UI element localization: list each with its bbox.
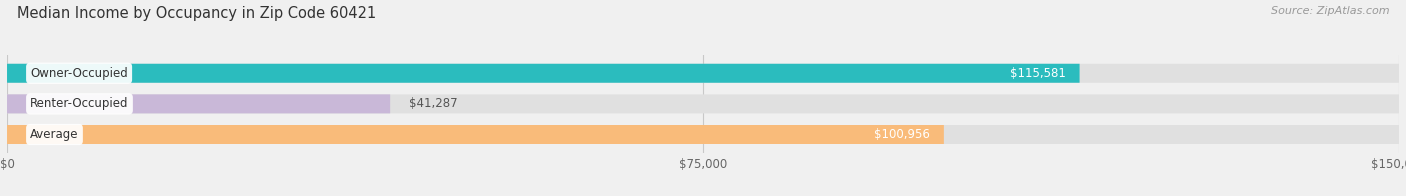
FancyBboxPatch shape	[7, 94, 1399, 113]
Text: $41,287: $41,287	[409, 97, 457, 110]
FancyBboxPatch shape	[7, 94, 389, 113]
Text: Median Income by Occupancy in Zip Code 60421: Median Income by Occupancy in Zip Code 6…	[17, 6, 377, 21]
Text: Renter-Occupied: Renter-Occupied	[31, 97, 129, 110]
FancyBboxPatch shape	[7, 64, 1399, 83]
FancyBboxPatch shape	[7, 125, 943, 144]
FancyBboxPatch shape	[7, 125, 1399, 144]
Text: Owner-Occupied: Owner-Occupied	[31, 67, 128, 80]
Text: $100,956: $100,956	[875, 128, 929, 141]
Text: $115,581: $115,581	[1010, 67, 1066, 80]
FancyBboxPatch shape	[7, 64, 1080, 83]
Text: Source: ZipAtlas.com: Source: ZipAtlas.com	[1271, 6, 1389, 16]
Text: Average: Average	[31, 128, 79, 141]
